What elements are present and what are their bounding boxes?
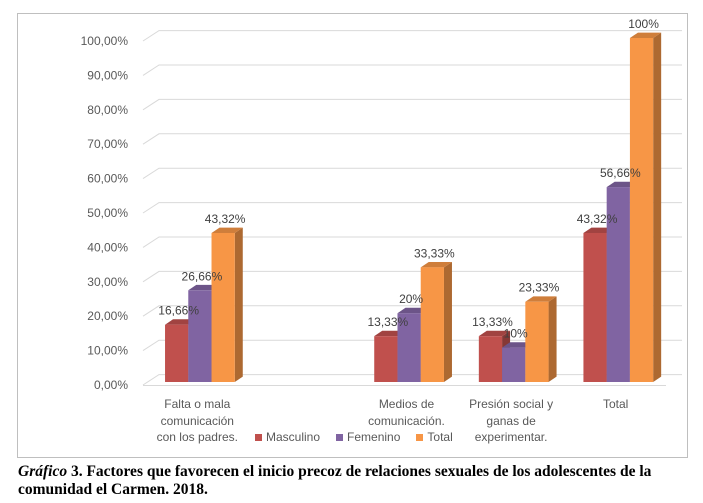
- value-axis: 0,00% 10,00% 20,00% 30,00% 40,00% 50,00% 60,00…: [81, 34, 129, 392]
- bar-front: [525, 301, 549, 382]
- bar-total-1: [211, 227, 243, 382]
- data-label: 56,66%: [600, 166, 641, 180]
- bar-side: [443, 261, 452, 382]
- bar-front: [629, 38, 654, 382]
- y-tick-label: 10,00%: [87, 344, 128, 358]
- y-tick-label: 50,00%: [87, 206, 128, 220]
- bar-top: [420, 261, 452, 268]
- caption-label: Gráfico: [18, 463, 68, 480]
- data-label: 20%: [399, 292, 423, 306]
- data-label: 10%: [504, 327, 528, 341]
- category-label: Presión social y ganas de experimentar.: [469, 397, 554, 444]
- y-tick-label: 100,00%: [81, 34, 129, 48]
- gridline: [142, 202, 682, 214]
- bar-top: [478, 330, 511, 337]
- bar-front: [502, 347, 526, 382]
- gridline: [142, 305, 682, 317]
- data-label: 13,33%: [472, 315, 513, 329]
- bar-front: [211, 232, 235, 382]
- bar-front: [397, 313, 421, 382]
- gridline: [142, 167, 682, 180]
- bar-front: [420, 267, 444, 382]
- legend-item-femenino: Femenino: [336, 429, 400, 445]
- y-tick-label: 80,00%: [87, 103, 128, 117]
- bars: [165, 32, 662, 382]
- y-tick-label: 20,00%: [87, 309, 128, 323]
- y-tick-label: 90,00%: [87, 68, 128, 82]
- figure-caption: Gráfico 3. Factores que favorecen el ini…: [18, 463, 686, 499]
- bar-top: [629, 32, 662, 38]
- chart-area: [17, 13, 688, 458]
- gridline: [142, 133, 682, 145]
- legend-swatch: [416, 433, 424, 441]
- gridline: [142, 236, 682, 248]
- legend: Masculino Femenino Total: [255, 429, 453, 445]
- category-label: Falta o mala comunicación con los padres…: [156, 397, 238, 444]
- gridline: [142, 30, 682, 42]
- legend-label: Femenino: [347, 430, 401, 444]
- gridline: [142, 270, 682, 283]
- bar-side: [653, 32, 662, 382]
- y-tick-label: 70,00%: [87, 137, 128, 151]
- legend-swatch: [336, 433, 344, 441]
- data-label: 43,32%: [577, 212, 618, 226]
- y-tick-label: 0,00%: [94, 378, 128, 392]
- bar-top: [525, 296, 557, 302]
- legend-label: Total: [427, 430, 453, 444]
- data-label: 26,66%: [182, 269, 223, 283]
- bar-front: [478, 336, 503, 382]
- bar-top: [211, 227, 243, 233]
- bar-front: [606, 187, 630, 382]
- legend-swatch: [255, 433, 262, 441]
- y-tick-label: 30,00%: [87, 275, 128, 289]
- legend-label: Masculino: [266, 430, 321, 444]
- gridline: [142, 64, 682, 76]
- data-label: 23,33%: [519, 281, 560, 295]
- bar-total-2: [420, 261, 452, 382]
- legend-item-masculino: Masculino: [255, 429, 320, 445]
- bar-side: [234, 227, 243, 382]
- gridline: [142, 98, 682, 111]
- bar-front: [374, 336, 398, 382]
- data-label: 13,33%: [368, 315, 409, 329]
- category-label: Total: [603, 397, 629, 411]
- bar-front: [188, 290, 212, 382]
- data-labels: 16,66%26,66%43,32%13,33%20%33,33%13,33%1…: [158, 17, 659, 341]
- data-label: 100%: [628, 17, 659, 31]
- data-label: 43,32%: [205, 212, 246, 226]
- data-label: 33,33%: [414, 246, 455, 260]
- bar-front: [583, 232, 607, 382]
- bar-front: [165, 324, 189, 382]
- caption-text: 3. Factores que favorecen el inicio prec…: [18, 463, 652, 498]
- data-label: 16,66%: [158, 304, 199, 318]
- category-label: Medios de comunicación.: [368, 397, 445, 428]
- bar-total-4: [629, 32, 662, 382]
- legend-item-total: Total: [416, 429, 453, 445]
- y-tick-label: 60,00%: [87, 172, 128, 186]
- bar-side: [548, 296, 557, 382]
- bar-total-3: [525, 296, 557, 382]
- y-tick-label: 40,00%: [87, 240, 128, 254]
